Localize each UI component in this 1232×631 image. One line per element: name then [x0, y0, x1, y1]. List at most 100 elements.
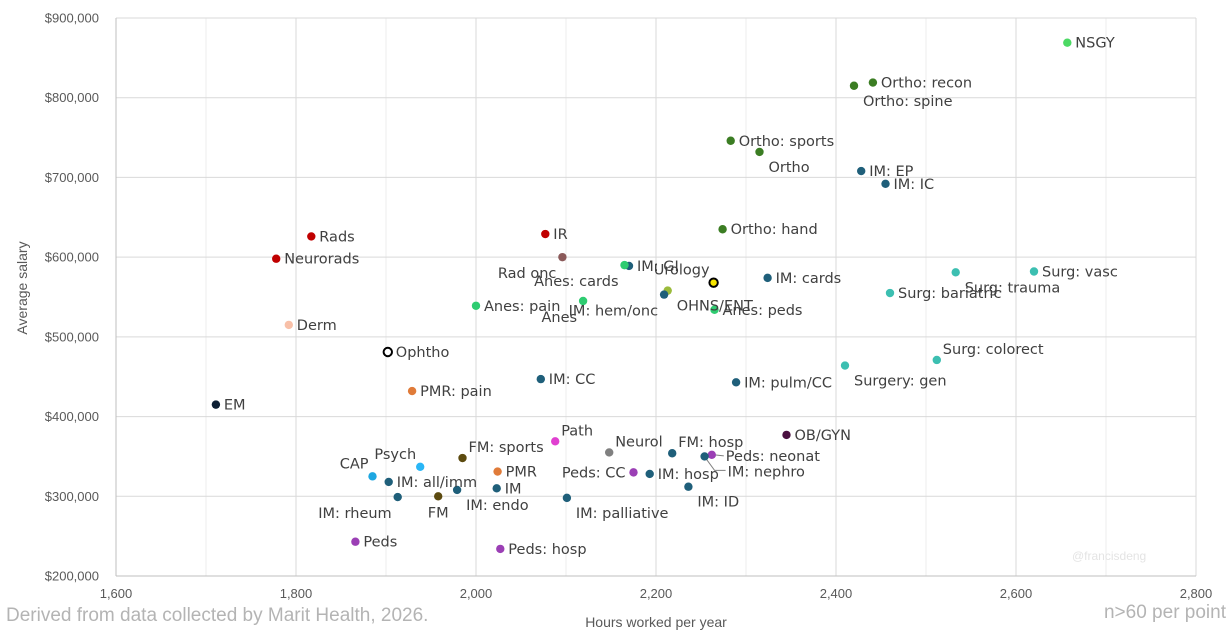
- data-point-im-cards: [763, 273, 772, 283]
- point-label-peds-neonat: Peds: neonat: [726, 449, 820, 465]
- data-point-em: [211, 400, 221, 409]
- data-point-neurorads: [272, 254, 281, 263]
- data-point-ob-gyn: [782, 430, 791, 440]
- point-label-peds-hosp: Peds: hosp: [508, 542, 586, 558]
- point-label-surg-bariatric: Surg: bariatric: [898, 286, 1001, 302]
- point-label-neurol: Neurol: [615, 434, 663, 450]
- data-point-anes-cards: [620, 260, 629, 270]
- data-point-im-hosp: [645, 469, 654, 479]
- data-point-im-ep: [857, 166, 866, 176]
- point-label-im: IM: [505, 481, 522, 497]
- y-axis-title: Average salary: [14, 241, 30, 334]
- point-label-fm-hosp: FM: hosp: [678, 435, 743, 451]
- data-point-fm-hosp: [668, 449, 677, 458]
- point-label-surg-vasc: Surg: vasc: [1042, 264, 1118, 280]
- x-tick-label: 2,000: [460, 586, 493, 601]
- x-axis-ticks: 1,600 1,800 2,000 2,200 2,400 2,600 2,800: [100, 586, 1213, 601]
- point-label-psych: Psych: [374, 447, 416, 463]
- x-tick-label: 2,800: [1180, 586, 1213, 601]
- point-label-ohns-ent: OHNS/ENT: [677, 299, 753, 315]
- point-label-rad-onc: Rad onc: [498, 266, 557, 282]
- data-point-pmr: [493, 467, 502, 476]
- point-label-pmr-pain: PMR: pain: [420, 384, 492, 400]
- leader-lines: [706, 454, 726, 471]
- y-tick-label: $800,000: [45, 90, 99, 105]
- y-tick-label: $300,000: [45, 489, 99, 504]
- point-label-ortho-recon: Ortho: recon: [881, 76, 972, 92]
- data-point-im-ic: [881, 179, 890, 189]
- watermark: @francisdeng: [1072, 549, 1146, 563]
- data-point-ophtho: [382, 346, 393, 358]
- data-point-ir: [541, 229, 550, 239]
- point-label-im-endo: IM: endo: [466, 498, 529, 514]
- data-point-psych: [416, 462, 425, 471]
- point-label-em: EM: [224, 398, 246, 414]
- data-point-surg-trauma: [951, 268, 960, 277]
- y-tick-label: $900,000: [45, 11, 99, 26]
- point-label-urology: Urology: [654, 263, 710, 279]
- source-note: Derived from data collected by Marit Hea…: [6, 605, 429, 626]
- point-label-rads: Rads: [319, 229, 354, 245]
- point-label-im-all-imm: IM: all/imm: [397, 475, 477, 491]
- data-point-ortho: [755, 147, 764, 157]
- data-point-im-id: [684, 482, 693, 491]
- data-point-im-palliative: [562, 493, 572, 503]
- data-point-anes-pain: [471, 301, 481, 310]
- leader-line: [714, 454, 724, 457]
- data-point-rads: [307, 232, 316, 241]
- point-label-fm-sports: FM: sports: [469, 440, 544, 456]
- point-label-ortho: Ortho: [769, 160, 810, 176]
- y-tick-label: $700,000: [45, 170, 99, 185]
- point-label-ob-gyn: OB/GYN: [795, 428, 851, 444]
- y-tick-label: $400,000: [45, 409, 99, 424]
- gridlines: [115, 17, 1197, 577]
- data-point-ortho-sports: [726, 136, 735, 145]
- y-axis-ticks: $200,000 $300,000 $400,000 $500,000 $600,000…: [45, 11, 99, 584]
- data-point-peds: [351, 537, 360, 546]
- point-label-im-hem-onc: IM: hem/onc: [569, 304, 658, 320]
- data-point-peds-hosp: [496, 544, 505, 554]
- x-tick-label: 1,600: [100, 586, 133, 601]
- point-label-anes-cards: Anes: cards: [534, 274, 618, 290]
- point-label-derm: Derm: [297, 318, 337, 334]
- data-point-cap: [368, 472, 377, 481]
- data-point-pmr-pain: [407, 386, 417, 396]
- data-point-nsgy: [1063, 38, 1072, 47]
- point-label-im-ep: IM: EP: [869, 164, 913, 180]
- point-label-anes-peds: Anes: peds: [723, 303, 803, 319]
- y-tick-label: $600,000: [45, 250, 99, 265]
- x-tick-label: 1,800: [280, 586, 313, 601]
- data-point-im-hem-onc: [659, 290, 669, 299]
- y-tick-label: $500,000: [45, 329, 99, 344]
- point-label-im-hosp: IM: hosp: [658, 467, 719, 483]
- data-point-urology: [708, 277, 719, 288]
- point-label-cap: CAP: [340, 456, 369, 472]
- data-point-rad-onc: [558, 252, 567, 262]
- point-label-im-id: IM: ID: [697, 495, 739, 511]
- data-point-ortho-recon: [868, 78, 878, 87]
- x-tick-label: 2,400: [820, 586, 853, 601]
- data-point-fm-sports: [458, 453, 467, 463]
- data-point-peds-cc: [629, 468, 638, 477]
- data-point-im-pulm-cc: [731, 378, 741, 387]
- data-point-anes-peds: [710, 305, 719, 314]
- point-label-anes: Anes: [542, 310, 578, 326]
- point-label-im-ic: IM: IC: [894, 177, 935, 193]
- point-label-ir: IR: [553, 227, 567, 243]
- leader-line: [706, 459, 726, 471]
- point-label-im-cards: IM: cards: [776, 271, 842, 287]
- data-point-im-endo: [452, 485, 462, 495]
- data-point-ortho-spine: [849, 81, 859, 90]
- point-label-surgery-gen: Surgery: gen: [854, 374, 947, 390]
- data-point-peds-neonat: [707, 450, 716, 460]
- data-point-surg-bariatric: [885, 288, 895, 298]
- x-tick-label: 2,200: [640, 586, 673, 601]
- data-point-im-cc: [536, 374, 545, 384]
- data-labels: NSGY Ortho: recon Ortho: spine Ortho: sport…: [224, 36, 1118, 558]
- point-label-ortho-spine: Ortho: spine: [863, 94, 953, 110]
- sample-size-note: n>60 per point: [1103, 602, 1226, 623]
- point-label-im-gi: IM: GI: [637, 259, 679, 275]
- data-point-im-all-imm: [384, 477, 393, 487]
- point-label-peds-cc: Peds: CC: [562, 465, 626, 481]
